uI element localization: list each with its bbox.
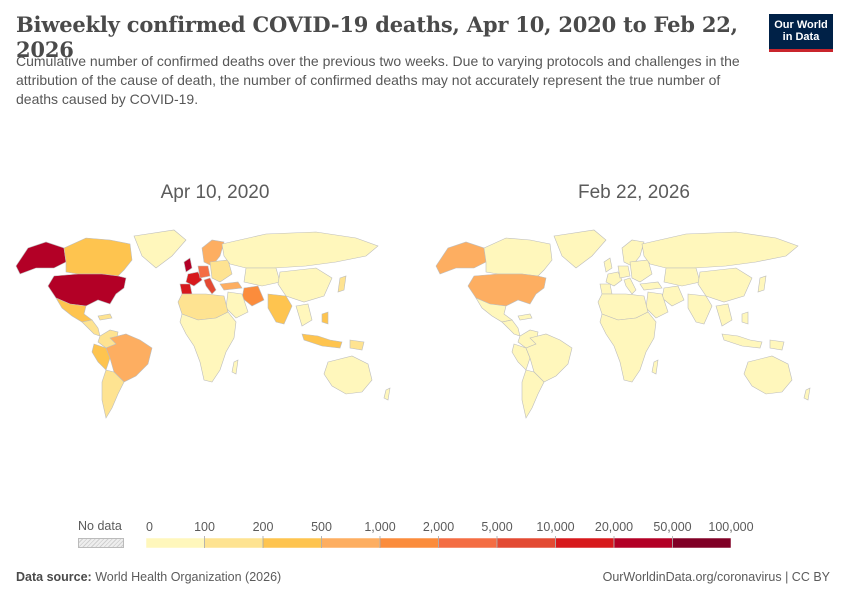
legend-no-data-label: No data (78, 519, 122, 533)
legend-tick-label: 2,000 (423, 520, 454, 534)
region-caribbean[interactable] (517, 313, 533, 321)
region-southeast-asia[interactable] (295, 303, 313, 327)
legend-swatch (321, 537, 381, 549)
world-map-apr-2020[interactable] (6, 222, 421, 432)
region-argentina[interactable] (101, 369, 125, 419)
region-india[interactable] (267, 293, 293, 325)
data-source: Data source: World Health Organization (… (16, 570, 281, 584)
region-france[interactable] (185, 271, 203, 287)
legend-tick-label: 5,000 (481, 520, 512, 534)
region-philippines[interactable] (321, 311, 329, 325)
chart-title: Biweekly confirmed COVID-19 deaths, Apr … (16, 12, 738, 62)
region-new-zealand[interactable] (803, 387, 811, 401)
legend-color-scale: 0 100 200 500 1,000 2,000 5,000 10,000 20,000 50,… (145, 520, 754, 549)
legend-swatch (204, 537, 264, 549)
region-southeast-asia[interactable] (715, 303, 733, 327)
region-new-zealand[interactable] (383, 387, 391, 401)
region-india[interactable] (687, 293, 713, 325)
region-turkey[interactable] (219, 281, 243, 291)
region-indonesia[interactable] (301, 333, 343, 349)
legend-tick-label: 500 (311, 520, 332, 534)
region-spain[interactable] (599, 283, 613, 295)
region-spain[interactable] (179, 283, 193, 295)
region-caribbean[interactable] (97, 313, 113, 321)
logo-line-1: Our World (774, 19, 828, 31)
region-japan[interactable] (337, 275, 347, 293)
region-alaska[interactable] (435, 241, 487, 275)
legend-tick-label: 100,000 (708, 520, 753, 534)
region-germany[interactable] (617, 265, 631, 279)
region-brazil[interactable] (105, 333, 153, 383)
region-russia[interactable] (221, 231, 379, 269)
region-canada[interactable] (63, 237, 133, 277)
legend-swatch (555, 537, 615, 549)
data-source-value: World Health Organization (2026) (95, 570, 282, 584)
region-argentina[interactable] (521, 369, 545, 419)
region-central-asia[interactable] (663, 267, 701, 287)
region-central-asia[interactable] (243, 267, 281, 287)
region-central-america[interactable] (81, 319, 101, 337)
legend-swatch (672, 537, 732, 549)
region-russia[interactable] (641, 231, 799, 269)
legend-no-data-swatch (78, 538, 124, 548)
region-turkey[interactable] (639, 281, 663, 291)
region-africa[interactable] (599, 311, 657, 383)
legend-tick-label: 0 (146, 520, 153, 534)
logo-line-2: in Data (782, 31, 820, 43)
region-japan[interactable] (757, 275, 767, 293)
legend-tick-label: 50,000 (653, 520, 691, 534)
region-china[interactable] (277, 267, 333, 303)
region-madagascar[interactable] (231, 359, 239, 375)
map-right-date: Feb 22, 2026 (578, 182, 690, 203)
map-left-date: Apr 10, 2020 (160, 182, 270, 203)
region-germany[interactable] (197, 265, 211, 279)
region-greenland[interactable] (133, 229, 187, 269)
legend-swatch (613, 537, 673, 549)
region-africa[interactable] (179, 311, 237, 383)
region-madagascar[interactable] (651, 359, 659, 375)
legend-tick-label: 100 (194, 520, 215, 534)
legend-swatch (438, 537, 498, 549)
region-italy[interactable] (203, 277, 217, 295)
data-source-label: Data source: (16, 570, 92, 584)
region-greenland[interactable] (553, 229, 607, 269)
region-alaska[interactable] (15, 241, 67, 275)
legend-swatch (262, 537, 322, 549)
region-papua[interactable] (349, 339, 365, 351)
region-philippines[interactable] (741, 311, 749, 325)
region-papua[interactable] (769, 339, 785, 351)
footer-link[interactable]: OurWorldinData.org/coronavirus | CC BY (602, 570, 830, 584)
legend-swatch (145, 537, 205, 549)
region-australia[interactable] (743, 355, 793, 395)
region-eastern-europe[interactable] (629, 259, 653, 283)
region-indonesia[interactable] (721, 333, 763, 349)
region-united-kingdom[interactable] (183, 257, 193, 273)
legend-swatch (496, 537, 556, 549)
region-united-kingdom[interactable] (603, 257, 613, 273)
legend-tick-label: 200 (253, 520, 274, 534)
region-northern-europe[interactable] (621, 239, 645, 267)
region-central-america[interactable] (501, 319, 521, 337)
region-france[interactable] (605, 271, 623, 287)
region-brazil[interactable] (525, 333, 573, 383)
owid-logo[interactable]: Our World in Data (769, 14, 833, 52)
region-italy[interactable] (623, 277, 637, 295)
legend-tick-label: 20,000 (595, 520, 633, 534)
region-northern-europe[interactable] (201, 239, 225, 267)
region-eastern-europe[interactable] (209, 259, 233, 283)
region-canada[interactable] (483, 237, 553, 277)
legend-swatch (379, 537, 439, 549)
region-australia[interactable] (323, 355, 373, 395)
chart-subtitle: Cumulative number of confirmed deaths ov… (16, 53, 740, 107)
legend-tick-label: 1,000 (364, 520, 395, 534)
legend-tick-label: 10,000 (536, 520, 574, 534)
world-map-feb-2026[interactable] (426, 222, 841, 432)
region-china[interactable] (697, 267, 753, 303)
